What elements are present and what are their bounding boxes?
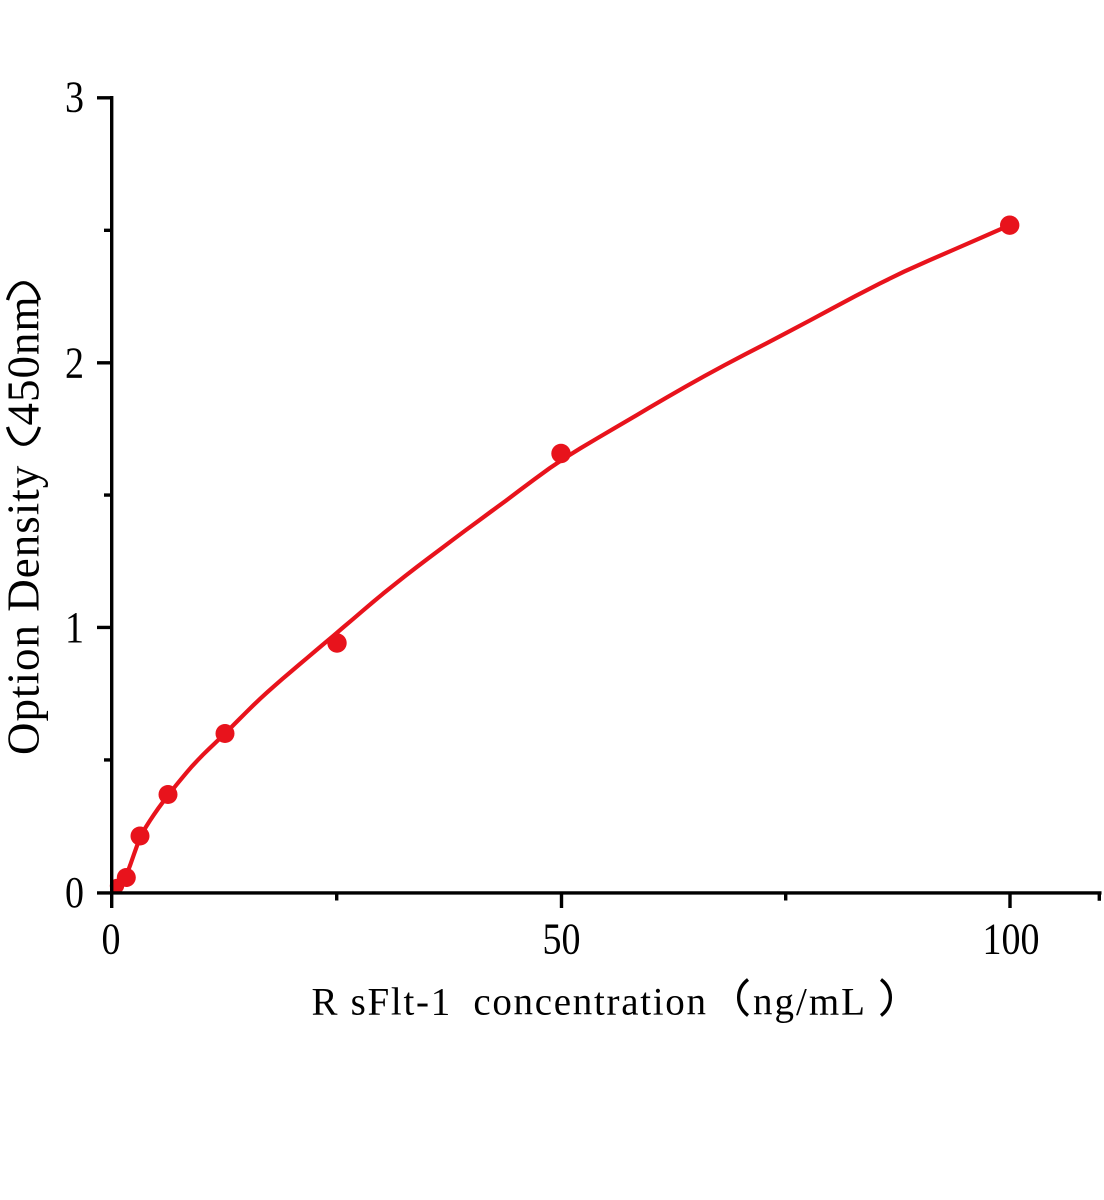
svg-text:2: 2 bbox=[65, 338, 84, 387]
svg-text:100: 100 bbox=[983, 914, 1040, 963]
svg-text:1: 1 bbox=[65, 602, 84, 651]
svg-text:Option Density: Option Density bbox=[0, 465, 49, 755]
svg-text:50: 50 bbox=[543, 914, 581, 963]
svg-text:450nm: 450nm bbox=[0, 295, 49, 425]
svg-text:3: 3 bbox=[65, 72, 84, 121]
svg-text:ng/mL: ng/mL bbox=[753, 981, 867, 1024]
svg-text:0: 0 bbox=[102, 914, 121, 963]
svg-text:R sFlt-1 concentration: R sFlt-1 concentration bbox=[312, 981, 708, 1024]
svg-text:0: 0 bbox=[65, 867, 84, 916]
